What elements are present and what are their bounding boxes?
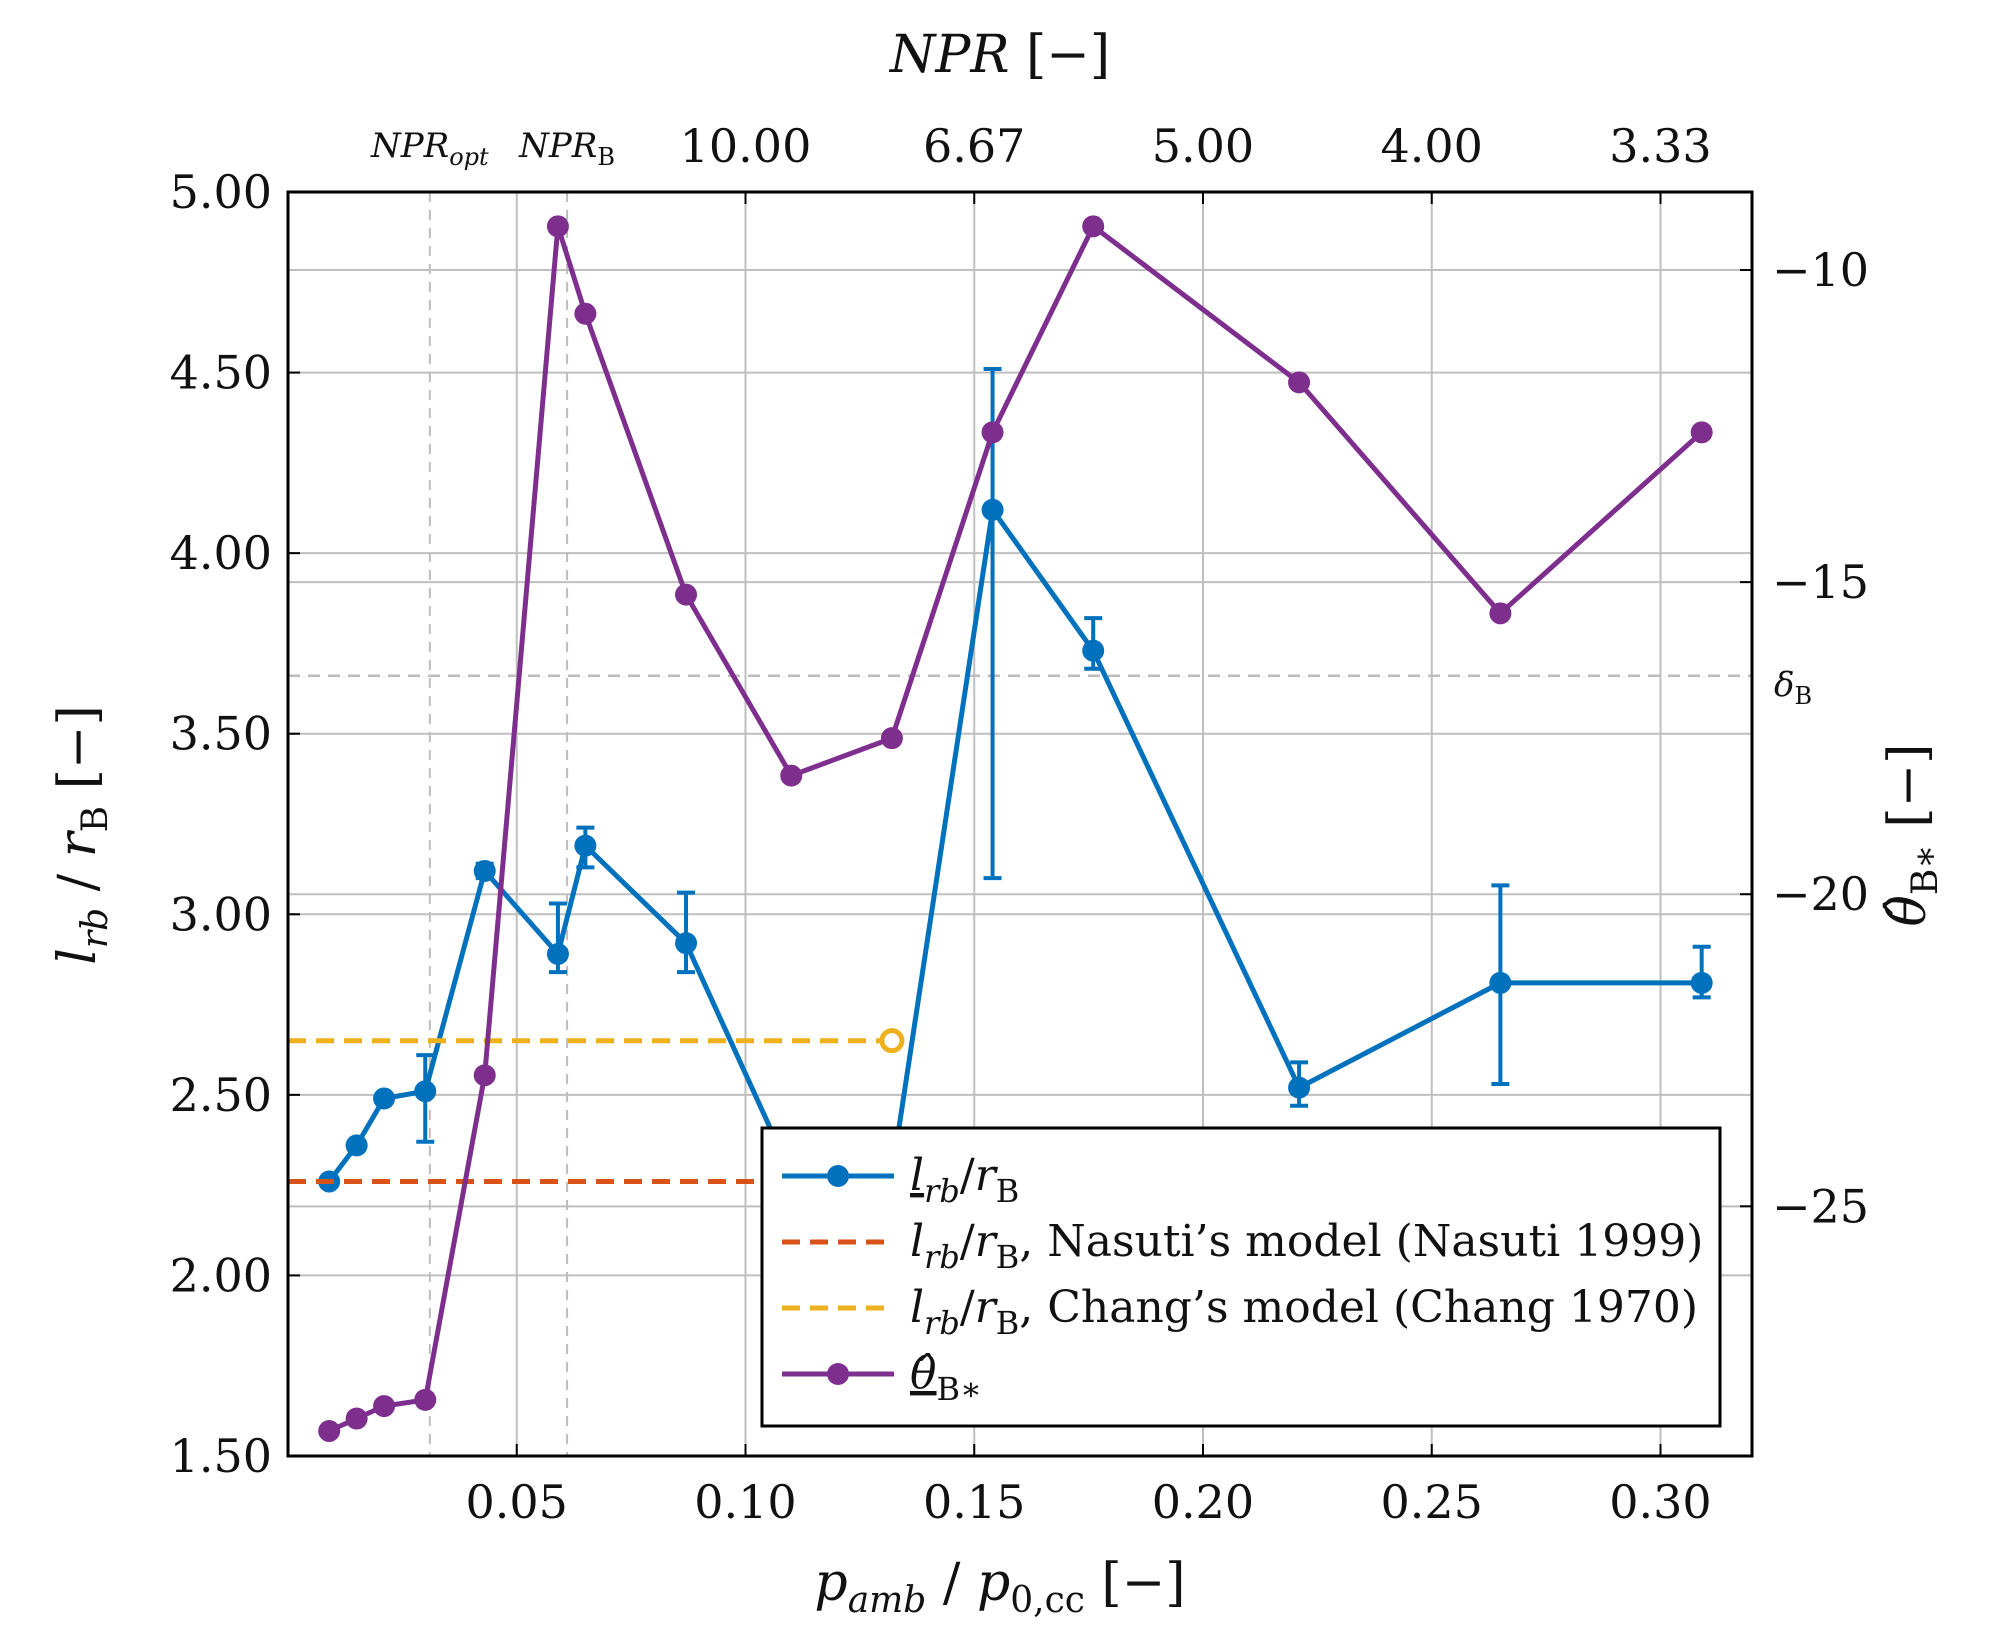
x-tick-label: 0.25 <box>1381 1475 1483 1529</box>
x-tick-label: 0.20 <box>1152 1475 1254 1529</box>
legend-entry-label: lrb/rB, Chang’s model (Chang 1970) <box>910 1282 1698 1342</box>
series-0-point <box>574 834 597 857</box>
npr-marker-label: NPRB <box>518 126 615 171</box>
series-0-point <box>473 859 496 882</box>
series-3-point <box>414 1388 437 1411</box>
series-0-point <box>414 1080 437 1103</box>
top-tick-label: 3.33 <box>1609 119 1711 173</box>
top-tick-label: 10.00 <box>680 119 812 173</box>
series-2-end-marker <box>879 1028 905 1054</box>
series-3-point <box>473 1064 496 1087</box>
x-tick-label: 0.10 <box>694 1475 796 1529</box>
series-0-point <box>1288 1076 1311 1099</box>
top-tick-label: 6.67 <box>923 119 1025 173</box>
y-right-tick-label: −25 <box>1772 1179 1869 1233</box>
series-0-point <box>546 943 569 966</box>
legend-entry-label: lrb/rB, Nasuti’s model (Nasuti 1999) <box>910 1216 1703 1276</box>
series-0-point <box>345 1134 368 1157</box>
legend-swatch-marker <box>827 1363 849 1385</box>
top-axis-title: NPR [−] <box>888 25 1110 85</box>
y-left-tick-label: 3.00 <box>170 887 272 941</box>
series-3-point <box>373 1395 396 1418</box>
x-tick-label: 0.15 <box>923 1475 1025 1529</box>
series-0-point <box>675 932 698 955</box>
series-3-point <box>1082 215 1105 238</box>
x-tick-label: 0.05 <box>466 1475 568 1529</box>
y-left-tick-label: 1.50 <box>170 1429 272 1483</box>
legend-swatch-marker <box>827 1165 849 1187</box>
y-left-tick-label: 2.50 <box>170 1068 272 1122</box>
top-tick-label: 5.00 <box>1152 119 1254 173</box>
series-3-point <box>546 215 569 238</box>
series-3-point <box>780 764 803 787</box>
y-left-tick-label: 2.00 <box>170 1248 272 1302</box>
y-right-tick-label: −20 <box>1772 867 1869 921</box>
series-3-point <box>675 583 698 606</box>
series-0-point <box>1082 639 1105 662</box>
y-left-tick-label: 4.00 <box>170 526 272 580</box>
y-right-axis-title: θ̂B∗ [−] <box>1878 744 1946 927</box>
legend-entry-label: lrb/rB <box>910 1150 1019 1210</box>
legend-box <box>760 1126 1722 1428</box>
series-3-point <box>318 1420 341 1443</box>
series-3-point <box>880 727 903 750</box>
series-3-point <box>574 302 597 325</box>
y-left-tick-label: 3.50 <box>170 707 272 761</box>
series-3-point <box>345 1407 368 1430</box>
npr-marker-label: NPRopt <box>370 126 489 171</box>
reference-lines <box>288 192 1752 1456</box>
series-3-point <box>1489 602 1512 625</box>
legend: lrb/rB lrb/rB, Nasuti’s model (Nasuti 19… <box>760 1126 1722 1428</box>
series-layer <box>288 215 1713 1443</box>
y-left-axis-title: lrb / rB [−] <box>48 705 116 965</box>
top-tick-label: 4.00 <box>1381 119 1483 173</box>
series-0-point <box>1489 971 1512 994</box>
y-left-tick-label: 4.50 <box>170 346 272 400</box>
y-right-tick-label: −10 <box>1772 243 1869 297</box>
y-left-tick-label: 5.00 <box>170 165 272 219</box>
x-tick-label: 0.30 <box>1609 1475 1711 1529</box>
series-0-point <box>373 1087 396 1110</box>
series-3-point <box>981 421 1004 444</box>
delta-b-label: δB <box>1774 665 1812 710</box>
plot-frame <box>286 190 1754 1458</box>
y-right-tick-label: −15 <box>1772 555 1869 609</box>
legend-entry-label: θ̂B∗ <box>910 1348 982 1408</box>
axes: 0.05 0.10 0.15 0.20 0.25 0.30 1.50 2.00 2.50 3.00… <box>170 119 1870 1529</box>
series-0-point <box>1690 971 1713 994</box>
series-3-point <box>1690 421 1713 444</box>
series-0-point <box>981 498 1004 521</box>
x-axis-title: pamb / p0,cc [−] <box>814 1553 1185 1621</box>
series-3-point <box>1288 371 1311 394</box>
